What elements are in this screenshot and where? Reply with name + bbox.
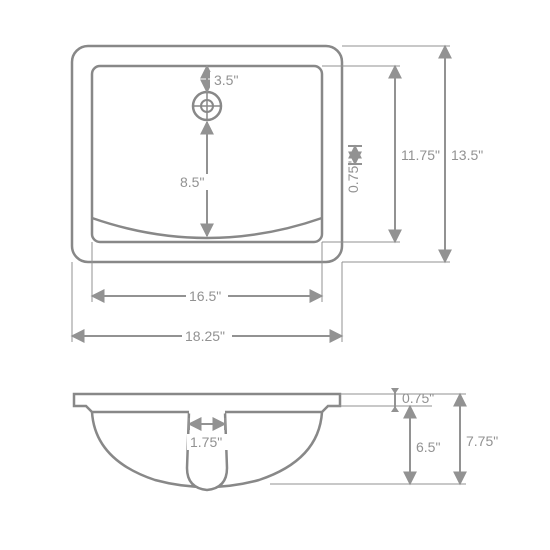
technical-drawing: 3.5" 8.5" 16.5" 18.25" 11.75" 13.5"	[0, 0, 550, 550]
dim-inner-width: 16.5"	[189, 288, 221, 304]
dim-outer-width: 18.25"	[185, 328, 225, 344]
dim-outer-height: 13.5"	[451, 147, 483, 163]
diagram-container: 3.5" 8.5" 16.5" 18.25" 11.75" 13.5"	[0, 0, 550, 550]
dim-drain-width: 1.75"	[190, 434, 222, 450]
dim-drain-offset: 3.5"	[214, 72, 238, 88]
dim-side-rim: 0.75"	[402, 390, 434, 406]
dim-bowl-depth: 6.5"	[416, 439, 440, 455]
dim-total-depth: 7.75"	[466, 433, 498, 449]
dim-inner-height: 11.75"	[401, 147, 440, 163]
dim-basin-depth: 8.5"	[180, 174, 204, 190]
side-rim	[74, 394, 340, 412]
dim-rim-thickness: 0.75"	[345, 161, 361, 193]
